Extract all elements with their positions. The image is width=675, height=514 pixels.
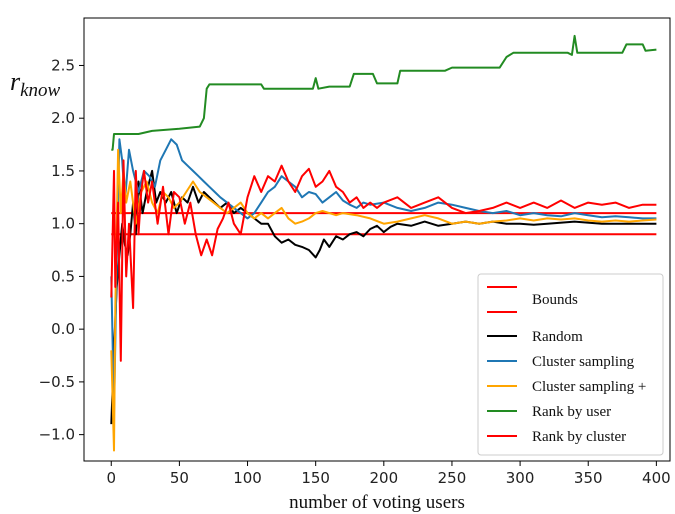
y-tick-label-4: 1.0 — [51, 215, 75, 233]
legend-label-cluster-sampling: Cluster sampling — [532, 354, 635, 370]
x-tick-label-400: 400 — [642, 469, 671, 487]
legend: Bounds Random Cluster sampling Cluster s… — [477, 273, 664, 456]
x-tick-label-300: 300 — [506, 469, 535, 487]
x-tick-label-250: 250 — [438, 469, 467, 487]
x-tick-label-150: 150 — [301, 469, 330, 487]
y-axis-label-base: r — [10, 67, 21, 96]
legend-label-bounds: Bounds — [532, 292, 578, 308]
legend-label-rank-by-cluster: Rank by cluster — [532, 429, 626, 445]
series-line-random — [110, 169, 657, 425]
y-tick-label-1: −0.5 — [39, 373, 75, 391]
y-tick-label-3: 0.5 — [51, 267, 75, 285]
y-tick-label-5: 1.5 — [51, 162, 75, 180]
x-tick-label-350: 350 — [574, 469, 603, 487]
y-tick-label-2: 0.0 — [51, 320, 75, 338]
series-line-rank-by-cluster — [110, 159, 657, 362]
plot-area-frame — [83, 17, 671, 462]
ticks-layer: 0 50 100 150 200 250 300 350 400 −1.0 −0.5 0.0 0.5 1.… — [39, 56, 671, 487]
y-tick-label-6: 2.0 — [51, 109, 75, 127]
x-tick-label-200: 200 — [369, 469, 398, 487]
series-line-rank-by-user — [111, 34, 657, 151]
y-axis-label-subscript: know — [20, 80, 60, 101]
x-tick-label-50: 50 — [170, 469, 189, 487]
x-tick-label-100: 100 — [233, 469, 262, 487]
x-tick-label-0: 0 — [106, 469, 116, 487]
legend-label-rank-by-user: Rank by user — [532, 404, 611, 420]
legend-box — [477, 273, 664, 456]
y-tick-label-7: 2.5 — [51, 56, 75, 74]
legend-label-random: Random — [532, 329, 583, 345]
y-axis-label: rknow — [10, 67, 61, 101]
series-layer — [110, 34, 657, 452]
legend-label-cluster-sampling-plus: Cluster sampling + — [532, 379, 646, 395]
x-axis-label: number of voting users — [289, 492, 465, 513]
y-tick-label-0: −1.0 — [39, 426, 75, 444]
